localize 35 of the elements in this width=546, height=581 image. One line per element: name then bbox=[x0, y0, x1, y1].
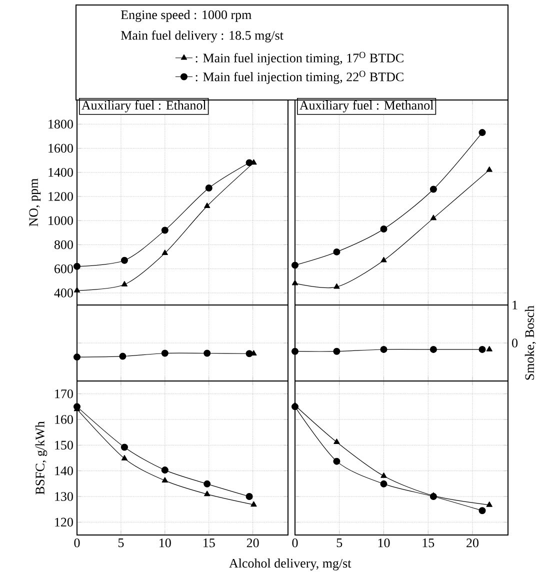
legend-label: : Main fuel injection timing, 22$^{O}$ BTDC bbox=[196, 70, 404, 84]
x-tick-label: 20 bbox=[466, 538, 478, 548]
x-tick-label: 15 bbox=[422, 538, 434, 548]
chart-title: Auxiliary fuel : Ethanol bbox=[82, 100, 206, 112]
y-tick-label: 130 bbox=[55, 492, 73, 501]
y-tick-label: 150 bbox=[55, 440, 73, 450]
y-tick-label: 400 bbox=[54, 288, 73, 298]
y-tick-label: 160 bbox=[55, 415, 73, 424]
y-tick-label: 140 bbox=[55, 466, 73, 476]
text: Main fuel delivery : 18.5 mg/st bbox=[121, 30, 284, 42]
y-axis-title: NO, ppm bbox=[29, 178, 41, 226]
x-axis-title: Alcohol delivery, mg/st bbox=[229, 558, 352, 570]
y-axis-title: Smoke, Bosch bbox=[524, 306, 536, 380]
y-axis-title: BSFC, g/kWh bbox=[35, 421, 48, 494]
x-tick-label: 10 bbox=[160, 538, 171, 548]
y-tick-label: 1000 bbox=[48, 216, 73, 225]
y-tick-label: 1400 bbox=[48, 168, 73, 177]
x-tick-label: 20 bbox=[246, 538, 259, 548]
x-tick-label: 5 bbox=[336, 538, 342, 548]
y-tick-label: 1200 bbox=[48, 192, 73, 201]
y-tick-label: 600 bbox=[54, 264, 73, 274]
y-tick-label: 1 bbox=[512, 300, 518, 310]
x-tick-label: 5 bbox=[118, 538, 124, 548]
y-tick-label: 1600 bbox=[48, 144, 73, 153]
x-tick-label: 10 bbox=[378, 538, 390, 548]
text: Engine speed : 1000 rpm bbox=[121, 10, 252, 22]
chart-title: Auxiliary fuel : Methanol bbox=[300, 100, 434, 112]
y-tick-label: 170 bbox=[55, 389, 73, 398]
y-tick-label: 800 bbox=[54, 240, 73, 250]
x-tick-label: 0 bbox=[292, 538, 298, 548]
x-tick-label: 15 bbox=[204, 538, 215, 548]
legend-label: : Main fuel injection timing, 17$^{O}$ BTDC bbox=[196, 52, 404, 66]
x-tick-label: 0 bbox=[74, 538, 80, 548]
y-tick-label: 120 bbox=[55, 518, 73, 527]
y-tick-label: 1800 bbox=[48, 120, 73, 129]
